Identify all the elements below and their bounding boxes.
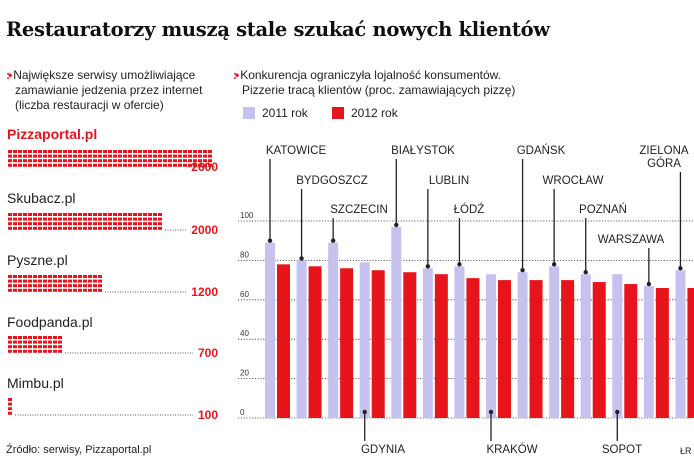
bar-2011 <box>265 242 275 418</box>
chart-bars <box>265 226 694 418</box>
bar-2011 <box>296 260 307 418</box>
y-tick-label: 20 <box>240 369 249 378</box>
bar-2011 <box>422 268 433 418</box>
bar-2011 <box>391 226 402 418</box>
city-label: ŁÓDŹ <box>454 203 485 216</box>
source-note: Źródło: serwisy, Pizzaportal.pl <box>6 444 152 456</box>
city-leader-dot <box>551 262 557 267</box>
city-label: SOPOT <box>602 444 642 456</box>
left-marker: :• <box>6 68 12 82</box>
city-leader-dot <box>678 266 683 271</box>
bar-2011 <box>328 242 339 418</box>
chart-city-labels: KATOWICE BYDGOSZCZ SZCZECIN GDYNIA BIAŁYSTOK… <box>266 144 689 456</box>
city-label: BYDGOSZCZ <box>296 175 368 187</box>
bar-2011 <box>359 262 370 418</box>
y-tick-label: 40 <box>240 329 249 338</box>
service-bar <box>8 150 212 167</box>
bar-2011 <box>517 272 528 418</box>
bar-2011 <box>675 270 686 418</box>
bar-2012 <box>498 280 511 418</box>
left-subtitle-line-1: Największe serwisy umożliwiające <box>13 68 196 82</box>
service-bar <box>8 336 62 353</box>
bar-2011 <box>486 274 496 418</box>
bar-2012 <box>592 282 606 418</box>
right-marker: :• <box>233 68 239 82</box>
city-leader-dot <box>520 268 525 273</box>
left-subtitle-line-2: zamawianie jedzenia przez internet <box>15 83 203 97</box>
city-label: KATOWICE <box>266 145 327 157</box>
service-name-pizzaportal: Pizzaportal.pl <box>7 126 98 142</box>
service-name-mimbu: Mimbu.pl <box>7 375 64 391</box>
bar-2012 <box>561 280 575 418</box>
city-leader-dot <box>488 409 494 415</box>
service-bar <box>8 398 12 415</box>
bar-2012 <box>655 287 669 418</box>
city-label: GDYNIA <box>361 444 405 456</box>
city-leader-dot <box>362 409 367 415</box>
bar-2012 <box>340 268 354 418</box>
city-leader-dot <box>425 264 431 269</box>
service-name-pyszne: Pyszne.pl <box>7 252 68 268</box>
city-label: ZIELONA <box>639 145 689 157</box>
service-name-foodpanda: Foodpanda.pl <box>7 314 93 330</box>
city-label: BIAŁYSTOK <box>391 145 455 157</box>
city-leader-dot <box>615 409 620 415</box>
service-value-label: 1200 <box>191 285 218 299</box>
bar-2012 <box>529 280 543 418</box>
city-label: GÓRA <box>647 157 681 170</box>
service-name-skubacz: Skubacz.pl <box>7 190 76 206</box>
y-tick-label: 100 <box>240 211 254 220</box>
y-tick-label: 80 <box>240 250 249 259</box>
service-value-label: 700 <box>198 346 218 360</box>
page-title: Restauratorzy muszą stale szukać nowych … <box>6 18 550 41</box>
bar-2011 <box>643 286 654 418</box>
right-subtitle-line-1: Konkurencja ograniczyła lojalność konsum… <box>240 68 502 82</box>
city-leader-dot <box>457 262 462 267</box>
bar-2012 <box>434 274 448 418</box>
city-leader-dot <box>583 269 588 275</box>
city-leader-dot <box>330 238 336 243</box>
chart-y-ticks: 100 80 60 40 20 0 <box>240 211 254 417</box>
bar-2011 <box>580 274 591 418</box>
bar-2012 <box>624 284 638 418</box>
legend-swatch-2012 <box>332 107 344 119</box>
left-subtitle: :• Największe serwisy umożliwiające zamaw… <box>6 68 202 113</box>
bar-2011 <box>612 274 623 418</box>
city-label: GDAŃSK <box>517 144 566 157</box>
service-value-label: 2000 <box>191 223 218 237</box>
service-bar <box>8 213 162 230</box>
bar-2012 <box>277 264 290 418</box>
city-label: LUBLIN <box>429 175 469 187</box>
bar-2012 <box>308 266 322 418</box>
bar-2012 <box>466 278 480 418</box>
bar-2011 <box>549 266 560 418</box>
left-subtitle-line-3: (liczba restauracji w ofercie) <box>15 98 164 112</box>
bar-2012 <box>687 287 694 418</box>
city-leader-dot <box>299 256 304 261</box>
right-subtitle: :• Konkurencja ograniczyła lojalność kons… <box>233 68 515 98</box>
credit: ŁR <box>680 446 692 456</box>
legend-label-2011: 2011 rok <box>262 106 308 120</box>
legend-swatch-2011 <box>243 107 255 119</box>
city-leader-dot <box>394 222 399 228</box>
bar-2012 <box>403 272 417 418</box>
y-tick-label: 60 <box>240 290 249 299</box>
city-label: WROCŁAW <box>543 175 604 187</box>
bar-2011 <box>454 266 465 418</box>
service-value-label: 100 <box>198 408 218 422</box>
city-label: SZCZECIN <box>330 204 388 216</box>
city-leader-dot <box>267 238 273 243</box>
city-leader-dot <box>646 281 652 287</box>
right-subtitle-line-2: Pizzerie tracą klientów (proc. zamawiają… <box>242 83 516 97</box>
service-bar <box>8 275 102 292</box>
city-label: KRAKÓW <box>486 443 537 456</box>
y-tick-label: 0 <box>240 408 245 417</box>
bar-2012 <box>371 270 385 418</box>
city-label: POZNAŃ <box>579 203 627 216</box>
city-label: WARSZAWA <box>598 234 665 246</box>
legend-label-2012: 2012 rok <box>351 106 398 120</box>
